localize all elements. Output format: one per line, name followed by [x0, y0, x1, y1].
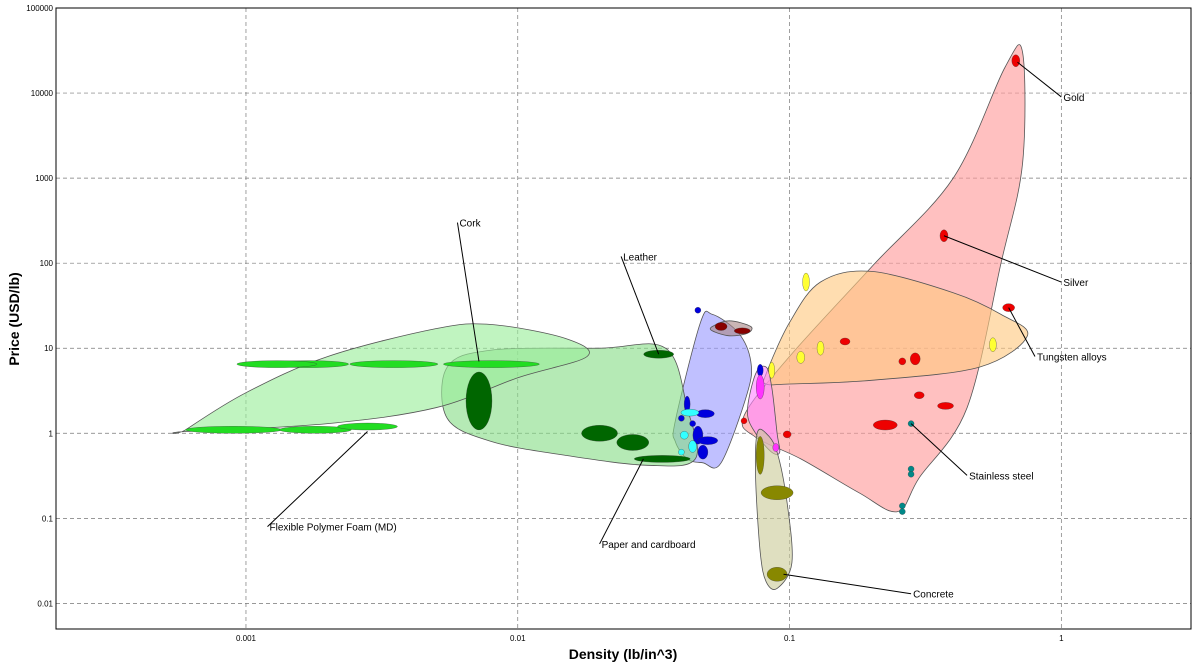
- y-tick-label: 10: [44, 344, 53, 353]
- material-bubble: [756, 374, 765, 400]
- material-annotations: Gold Silver Tungsten alloys Stainless steel…: [267, 61, 1107, 601]
- annotation-leader: [1017, 61, 1062, 98]
- y-tick-label: 1000: [35, 174, 53, 183]
- x-tick-label: 0.01: [510, 634, 526, 643]
- x-tick-label: 0.1: [784, 634, 796, 643]
- material-bubble: [678, 449, 685, 456]
- y-tick-label: 100: [40, 259, 54, 268]
- x-axis-label: Density (lb/in^3): [569, 646, 678, 662]
- material-envelope: [754, 428, 793, 590]
- annotation-label: Silver: [1063, 278, 1089, 289]
- material-envelope: [172, 323, 590, 434]
- material-bubble: [783, 430, 792, 439]
- annotation-leader: [456, 222, 480, 362]
- material-bubble: [757, 364, 764, 377]
- material-bubble: [236, 360, 318, 368]
- material-bubble: [740, 417, 748, 425]
- material-bubble: [989, 337, 997, 352]
- annotation-leader: [910, 423, 968, 476]
- material-bubble: [465, 371, 493, 431]
- material-bubble: [760, 485, 794, 500]
- material-bubble: [680, 408, 700, 417]
- material-bubble: [899, 502, 906, 510]
- annotation-label: Cork: [459, 219, 481, 230]
- material-bubble: [734, 327, 751, 335]
- material-bubble: [714, 322, 728, 331]
- y-tick-label: 0.1: [42, 514, 54, 523]
- material-bubble: [581, 425, 618, 442]
- annotation-label: Leather: [623, 252, 658, 263]
- y-tick-label: 10000: [31, 89, 54, 98]
- material-bubble: [756, 436, 765, 475]
- material-bubble: [616, 434, 649, 451]
- material-bubble: [349, 360, 438, 368]
- material-bubble: [772, 443, 779, 452]
- annotation-leader: [783, 573, 912, 595]
- material-bubble: [839, 337, 851, 346]
- material-bubble: [337, 422, 398, 431]
- annotation-label: Tungsten alloys: [1037, 352, 1107, 363]
- material-bubble: [697, 445, 709, 460]
- material-bubble: [185, 426, 282, 434]
- material-bubble: [873, 419, 898, 431]
- material-bubble: [634, 455, 691, 463]
- y-axis-label: Price (USD/lb): [6, 272, 22, 365]
- material-bubble: [697, 436, 718, 445]
- y-tick-label: 0.01: [37, 599, 53, 608]
- annotation-leader: [599, 458, 644, 545]
- annotation-leader: [267, 431, 368, 527]
- material-bubble: [678, 415, 685, 422]
- material-bubble: [688, 440, 697, 453]
- material-bubble: [689, 420, 696, 427]
- material-bubble: [914, 391, 925, 399]
- material-bubble: [443, 360, 540, 368]
- material-envelope: [762, 270, 1029, 386]
- material-bubble: [279, 426, 352, 434]
- annotation-label: Paper and cardboard: [602, 540, 696, 551]
- annotation-label: Concrete: [913, 590, 954, 601]
- material-bubbles: [185, 54, 1020, 582]
- material-bubble: [802, 272, 810, 292]
- material-bubble: [766, 567, 788, 582]
- y-tick-label: 100000: [26, 4, 53, 13]
- annotation-leader: [1008, 307, 1036, 357]
- annotation-label: Gold: [1063, 93, 1084, 104]
- material-bubble: [898, 357, 906, 366]
- y-tick-labels: 0.01 0.1 1 10 100 1000 10000 100000: [26, 4, 53, 608]
- material-bubble: [768, 362, 775, 379]
- annotation-label: Flexible Polymer Foam (MD): [269, 523, 396, 534]
- material-bubble: [907, 471, 915, 478]
- x-tick-labels: 0.001 0.01 0.1 1: [236, 634, 1064, 643]
- material-bubble: [816, 341, 825, 356]
- material-bubble: [696, 409, 715, 418]
- x-tick-label: 1: [1059, 634, 1064, 643]
- material-bubble: [796, 351, 805, 364]
- material-bubble: [899, 508, 906, 515]
- material-bubble: [680, 431, 689, 440]
- plot-frame: [55, 7, 1192, 630]
- material-bubble: [937, 402, 954, 410]
- y-tick-label: 1: [49, 429, 54, 438]
- annotation-label: Stainless steel: [969, 471, 1033, 482]
- annotation-leader: [620, 256, 660, 355]
- material-bubble: [1011, 54, 1020, 67]
- material-bubble: [694, 307, 702, 314]
- annotation-leader: [943, 235, 1062, 283]
- x-tick-label: 0.001: [236, 634, 257, 643]
- material-bubble: [910, 352, 921, 366]
